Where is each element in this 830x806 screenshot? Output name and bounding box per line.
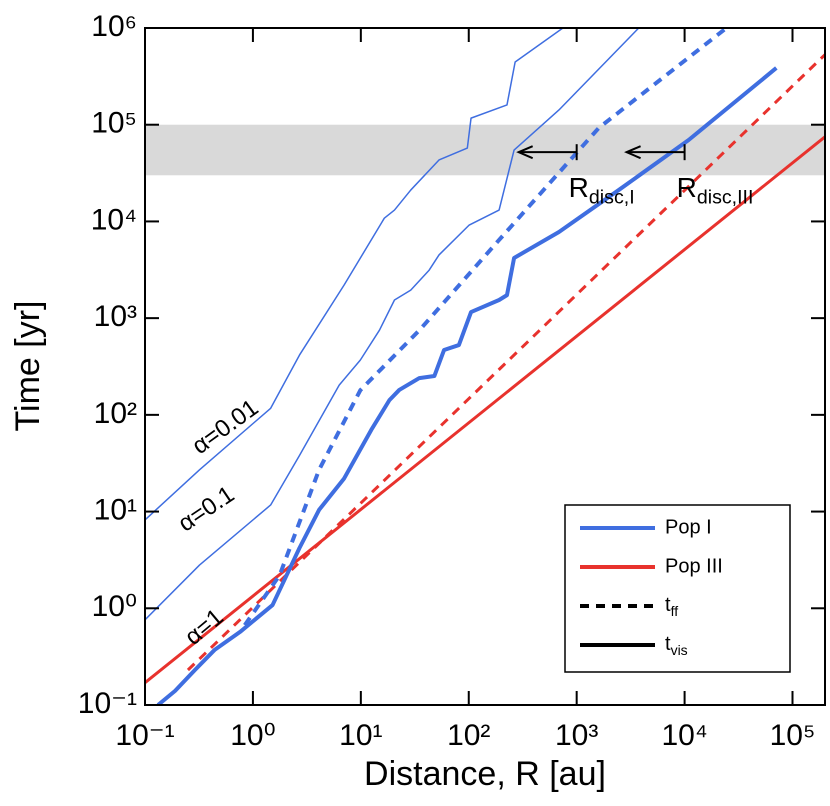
line	[145, 135, 825, 684]
legend-label-sub: ff	[671, 603, 679, 619]
y-tick-label: 10⁵	[91, 107, 137, 140]
line	[243, 28, 728, 627]
arrow-label-main: R	[677, 173, 697, 204]
plot-frame	[144, 27, 826, 706]
x-tick-label: 10²	[447, 719, 490, 752]
x-tick-label: 10⁵	[770, 719, 816, 752]
alpha-label: α=0.01	[187, 394, 263, 460]
legend-label: Pop I	[665, 516, 712, 538]
shaded-band	[145, 124, 825, 176]
alpha-label: α=0.1	[173, 481, 239, 538]
x-tick-label: 10⁴	[661, 719, 707, 752]
x-axis-label: Distance, R [au]	[364, 755, 606, 793]
y-tick-label: 10⁻¹	[78, 687, 137, 720]
line	[145, 28, 640, 621]
y-tick-label: 10⁶	[91, 10, 137, 43]
y-axis-label: Time [yr]	[9, 301, 47, 432]
y-tick-label: 10³	[94, 300, 137, 333]
arrow-head	[624, 145, 641, 160]
legend-label-sub: vis	[671, 642, 688, 658]
legend-label: tvis	[665, 633, 688, 657]
legend-label-main: t	[665, 594, 671, 616]
y-tick-label: 10⁰	[92, 590, 137, 623]
arrow-label: Rdisc,III	[677, 173, 754, 209]
y-tick-label: 10¹	[94, 493, 137, 526]
x-tick-label: 10³	[555, 719, 598, 752]
legend-label-main: t	[665, 633, 671, 655]
legend-label: tff	[665, 594, 678, 618]
line	[186, 53, 825, 672]
arrow-label-sub: disc,III	[697, 187, 754, 209]
plot-area	[145, 28, 825, 705]
legend-label: Pop III	[665, 555, 723, 577]
line	[145, 28, 564, 521]
line	[156, 66, 778, 705]
x-tick-label: 10¹	[339, 719, 382, 752]
y-tick-label: 10²	[94, 397, 137, 430]
arrow-head	[516, 145, 534, 160]
arrow-label-sub: disc,I	[589, 187, 635, 209]
y-tick-label: 10⁴	[91, 203, 137, 236]
x-tick-label: 10⁻¹	[115, 719, 174, 752]
arrow-label-main: R	[569, 173, 589, 204]
x-tick-label: 10⁰	[230, 719, 275, 752]
arrow-label: Rdisc,I	[569, 173, 635, 209]
